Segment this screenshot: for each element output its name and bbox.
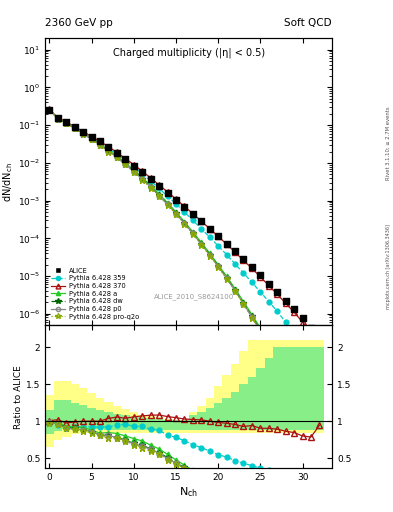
Point [215,232,221,240]
X-axis label: N$_{\rm ch}$: N$_{\rm ch}$ [179,485,198,499]
Point [274,288,280,296]
Point [122,155,129,163]
Point [224,240,230,248]
Text: Charged multiplicity (|η| < 0.5): Charged multiplicity (|η| < 0.5) [112,47,265,57]
Point [291,305,297,313]
Text: Rivet 3.1.10; ≥ 2.7M events: Rivet 3.1.10; ≥ 2.7M events [386,106,391,180]
Point [63,117,70,125]
Point [80,127,86,136]
Point [130,161,137,169]
Text: 2360 GeV pp: 2360 GeV pp [45,18,113,28]
Point [308,324,314,332]
Point [55,114,61,122]
Point [105,143,112,152]
Point [283,297,289,305]
Point [299,314,306,323]
Legend: ALICE, Pythia 6.428 359, Pythia 6.428 370, Pythia 6.428 a, Pythia 6.428 dw, Pyth: ALICE, Pythia 6.428 359, Pythia 6.428 37… [48,266,141,322]
Point [147,175,154,183]
Text: mcplots.cern.ch [arXiv:1306.3436]: mcplots.cern.ch [arXiv:1306.3436] [386,224,391,309]
Point [156,182,162,190]
Point [241,255,247,263]
Point [257,271,264,280]
Point [316,338,323,346]
Point [207,225,213,233]
Text: Soft QCD: Soft QCD [285,18,332,28]
Point [114,149,120,157]
Point [190,210,196,218]
Y-axis label: Ratio to ALICE: Ratio to ALICE [14,365,23,429]
Text: ALICE_2010_S8624100: ALICE_2010_S8624100 [154,293,235,300]
Point [139,168,145,177]
Point [72,122,78,131]
Point [249,263,255,271]
Y-axis label: dN/dN$_{\rm ch}$: dN/dN$_{\rm ch}$ [1,162,15,202]
Point [88,133,95,141]
Point [164,189,171,197]
Point [232,247,238,255]
Point [181,203,187,211]
Point [173,196,179,204]
Point [46,105,53,114]
Point [266,280,272,288]
Point [97,137,103,145]
Point [198,218,204,226]
